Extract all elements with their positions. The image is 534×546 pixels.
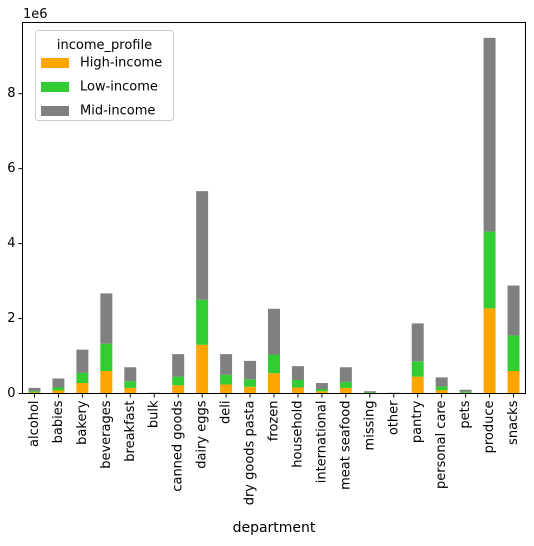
bar-low-income-pantry [411,361,424,377]
x-tick-label: frozen [267,401,282,442]
legend-items: High-income Low-income Mid-income [41,56,162,119]
bar-low-income-international [315,389,328,392]
x-tick-label: deli [219,401,234,424]
bar-high-income-deli [220,384,233,394]
bar-mid-income-deli [220,354,233,375]
bar-mid-income-meat-seafood [339,367,352,382]
bar-low-income-snacks [507,335,520,372]
bar-mid-income-bakery [76,349,89,373]
x-tick-label: canned goods [171,400,186,491]
bar-mid-income-breakfast [124,367,137,382]
x-tick-label: snacks [506,400,521,445]
x-tick-label: dry goods pasta [243,401,258,506]
bar-high-income-dairy-eggs [196,344,209,394]
bar-low-income-beverages [100,343,113,372]
bar-low-income-alcohol [28,391,41,393]
y-tick-label: 4 [7,236,15,251]
x-tick-label: other [386,400,401,435]
x-tick-label: pantry [410,400,425,443]
bars-layer [28,37,520,394]
bar-mid-income-beverages [100,293,113,344]
bar-mid-income-babies [52,378,65,388]
x-tick-label: missing [362,401,377,451]
bar-high-income-bakery [76,383,89,394]
bar-low-income-produce [483,231,496,309]
legend-label: High-income [80,56,162,71]
x-tick-label: beverages [99,400,114,469]
y-multiplier-label: 1e6 [23,7,48,22]
bar-high-income-pantry [411,376,424,394]
bar-high-income-beverages [100,371,113,394]
x-tick-label: breakfast [123,401,138,462]
x-tick-label: dairy eggs [195,400,210,469]
bar-low-income-canned-goods [172,376,185,386]
bar-mid-income-snacks [507,285,520,336]
bar-high-income-snacks [507,371,520,394]
bar-mid-income-pantry [411,323,424,362]
x-tick-label: bulk [147,400,162,428]
bar-mid-income-dry-goods-pasta [244,360,257,380]
bar-low-income-frozen [268,354,280,374]
bar-high-income-alcohol [28,392,41,394]
legend-title: income_profile [57,38,152,53]
bar-mid-income-pets [459,389,472,392]
bar-low-income-dairy-eggs [196,299,209,345]
bar-low-income-pets [459,391,472,393]
plot-frame [22,22,526,394]
bar-high-income-meat-seafood [339,387,352,394]
bar-mid-income-missing [363,391,376,393]
x-tick-label: personal care [434,400,449,488]
bar-high-income-frozen [268,373,280,394]
x-tick-label: pets [458,400,473,428]
y-axis: 0 2 4 6 8 [7,86,23,401]
legend-swatch [41,106,69,116]
bar-high-income-international [315,391,328,394]
bar-mid-income-canned-goods [172,354,185,377]
legend: income_profile High-income Low-income Mid-… [35,30,174,121]
y-tick-label: 8 [7,86,15,101]
bar-mid-income-produce [483,37,496,232]
bar-mid-income-international [315,383,328,390]
x-tick-label: household [290,401,305,468]
bar-low-income-personal-care [435,386,448,391]
x-tick-label: bakery [75,400,90,445]
x-tick-label: babies [51,400,66,443]
bar-mid-income-frozen [268,308,280,355]
bar-low-income-bakery [76,372,89,384]
legend-swatch [41,82,69,92]
y-tick-label: 0 [7,386,15,401]
bar-high-income-breakfast [124,387,137,394]
bar-high-income-personal-care [435,390,448,394]
legend-swatch [41,58,69,68]
x-tick-label: alcohol [27,401,42,447]
x-tick-label: international [314,401,329,484]
bar-high-income-babies [52,390,65,394]
legend-label: Low-income [80,80,158,95]
bar-mid-income-alcohol [28,387,41,392]
legend-label: Mid-income [80,104,155,119]
legend-box [35,30,174,121]
x-tick-label: meat seafood [338,401,353,490]
bar-low-income-meat-seafood [339,381,352,388]
bar-high-income-household [291,387,304,394]
bar-low-income-deli [220,374,233,385]
x-axis-title: department [233,520,316,536]
y-tick-label: 2 [7,311,15,326]
bar-high-income-dry-goods-pasta [244,386,257,394]
bar-high-income-canned-goods [172,385,185,394]
bar-mid-income-household [291,366,304,381]
bar-mid-income-dairy-eggs [196,191,209,300]
bar-low-income-babies [52,387,65,391]
x-axis: alcohol babies bakery beverages breakfast bul… [27,393,521,506]
bar-low-income-breakfast [124,381,137,388]
bar-low-income-dry-goods-pasta [244,379,257,387]
y-tick-label: 6 [7,161,15,176]
bar-mid-income-personal-care [435,377,448,387]
x-tick-label: produce [482,400,497,453]
bar-low-income-missing [363,392,376,394]
bar-high-income-produce [483,308,496,394]
bar-low-income-household [291,380,304,388]
